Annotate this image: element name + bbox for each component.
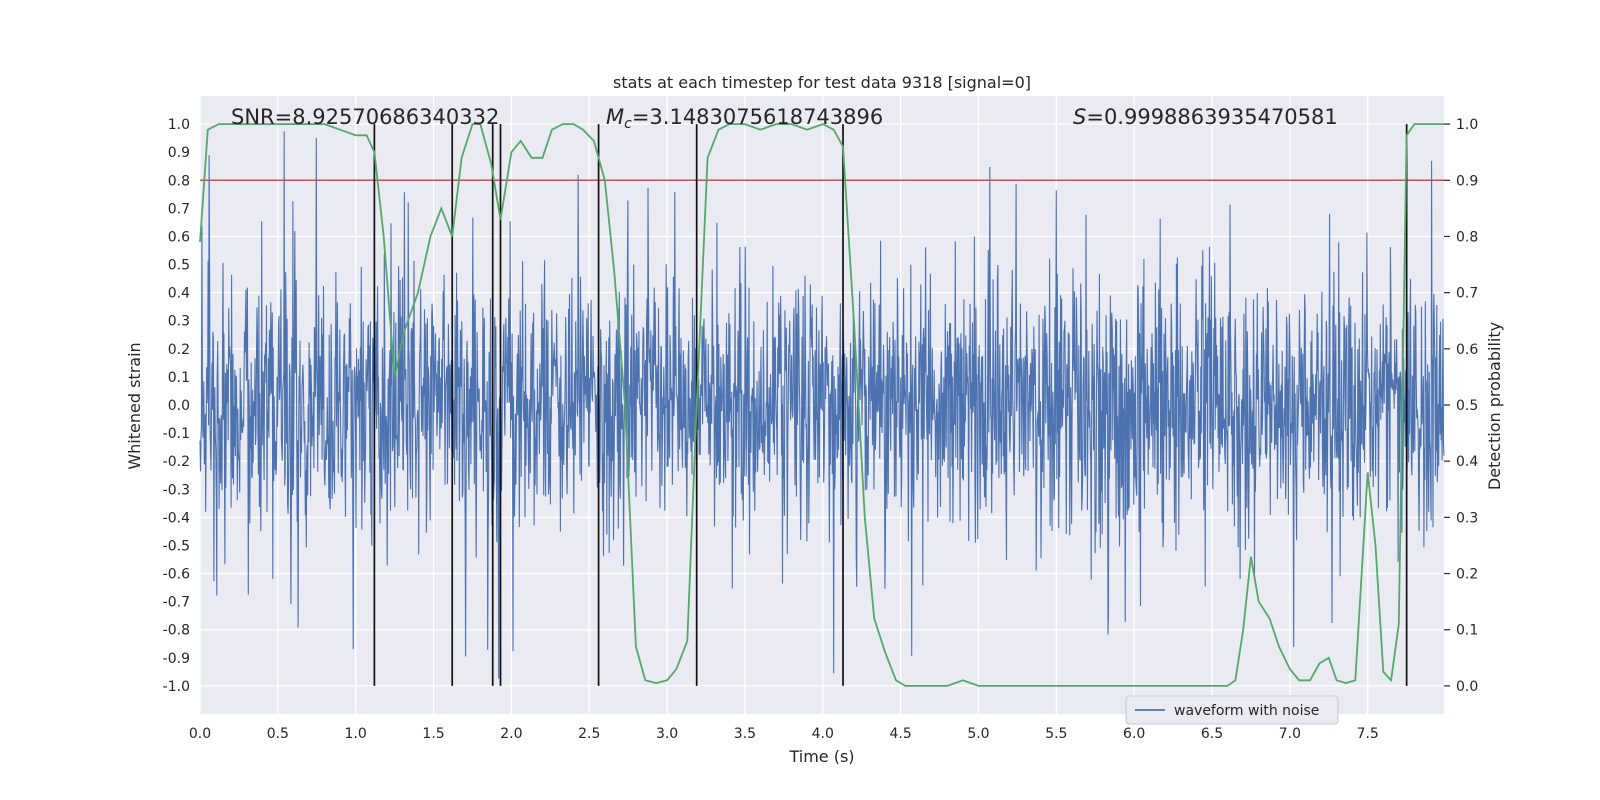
x-tick-label: 4.0 [812,726,834,742]
vertical-lines [373,124,1408,686]
y-tick-label: -0.1 [163,426,190,442]
y-tick-label: 0.8 [168,173,190,189]
x-tick-label: 4.5 [889,726,911,742]
y-tick-label: -0.9 [163,651,190,667]
snr-annotation: SNR=8.92570686340332 [231,105,499,129]
x-axis-label: Time (s) [788,747,854,766]
x-tick-label: 5.5 [1045,726,1067,742]
y-tick-label: -0.3 [163,482,190,498]
y-tick-label: -0.6 [163,567,190,583]
chart-title: stats at each timestep for test data 931… [613,73,1031,92]
y-right-tick-label: 0.7 [1456,286,1478,302]
y-tick-label: 0.7 [168,201,190,217]
y-axis-right-label: Detection probability [1485,322,1504,490]
y-right-tick-label: 0.8 [1456,229,1478,245]
s-annotation: S=0.9998863935470581 [1073,105,1338,129]
x-tick-label: 2.5 [578,726,600,742]
chirp-mass-annotation: Mc=3.1483075618743896 [606,105,883,132]
y-tick-label: 0.0 [168,398,190,414]
series-waveform-with-noise [199,131,1445,679]
chirp-mass-value: =3.1483075618743896 [632,105,883,129]
probability-path [199,123,1444,687]
y-tick-label: 1.0 [168,117,190,133]
legend-box [1125,695,1339,725]
x-tick-label: 6.5 [1201,726,1223,742]
y-tick-label: 0.3 [168,314,190,330]
y-tick-label: -0.7 [163,595,190,611]
s-symbol: S [1073,105,1086,129]
y-right-tick-label: 0.9 [1456,173,1478,189]
y-tick-label: 0.1 [168,370,190,386]
y-tick-label: -0.4 [163,510,190,526]
y-axis-right-ticks: 1.0 0.9 0.8 0.7 0.6 0.5 0.4 0.3 0.2 0.1 0.0 [1444,117,1478,695]
y-right-tick-label: 1.0 [1456,117,1478,133]
x-tick-label: 1.5 [422,726,444,742]
y-right-tick-label: 0.5 [1456,398,1478,414]
y-tick-label: 0.5 [168,258,190,274]
chirp-mass-subscript: c [624,116,632,132]
x-tick-label: 2.0 [500,726,522,742]
y-right-tick-label: 0.3 [1456,510,1478,526]
y-tick-label: 0.9 [168,145,190,161]
y-right-tick-label: 0.2 [1456,567,1478,583]
chirp-mass-symbol: M [606,105,624,129]
x-tick-label: 3.5 [734,726,756,742]
x-tick-label: 7.5 [1357,726,1379,742]
x-tick-label: 0.0 [189,726,211,742]
s-value: =0.9998863935470581 [1086,105,1337,129]
y-tick-label: -1.0 [163,679,190,695]
x-tick-label: 3.0 [656,726,678,742]
y-axis-label: Whitened strain [125,342,144,469]
waveform-path [199,131,1445,679]
y-right-tick-label: 0.1 [1456,623,1478,639]
x-axis-ticks: 0.0 0.5 1.0 1.5 2.0 2.5 3.0 3.5 4.0 4.5 5.0 5.5 6.0 6… [189,726,1379,742]
y-right-tick-label: 0.6 [1456,342,1478,358]
y-tick-label: 0.2 [168,342,190,358]
x-tick-label: 1.0 [345,726,367,742]
x-tick-label: 7.0 [1279,726,1301,742]
y-tick-label: -0.8 [163,623,190,639]
y-right-tick-label: 0.4 [1456,454,1478,470]
legend: waveform with noise [1125,695,1339,725]
x-tick-label: 6.0 [1123,726,1145,742]
series-detection-probability [199,123,1444,687]
x-tick-label: 5.0 [967,726,989,742]
x-tick-label: 0.5 [267,726,289,742]
legend-label: waveform with noise [1174,703,1319,719]
y-axis-ticks: 1.0 0.9 0.8 0.7 0.6 0.5 0.4 0.3 0.2 0.1 0.0 -0.1 -0.… [163,117,190,695]
y-right-tick-label: 0.0 [1456,679,1478,695]
y-tick-label: -0.2 [163,454,190,470]
y-tick-label: 0.4 [168,286,190,302]
y-tick-label: -0.5 [163,538,190,554]
y-tick-label: 0.6 [168,229,190,245]
